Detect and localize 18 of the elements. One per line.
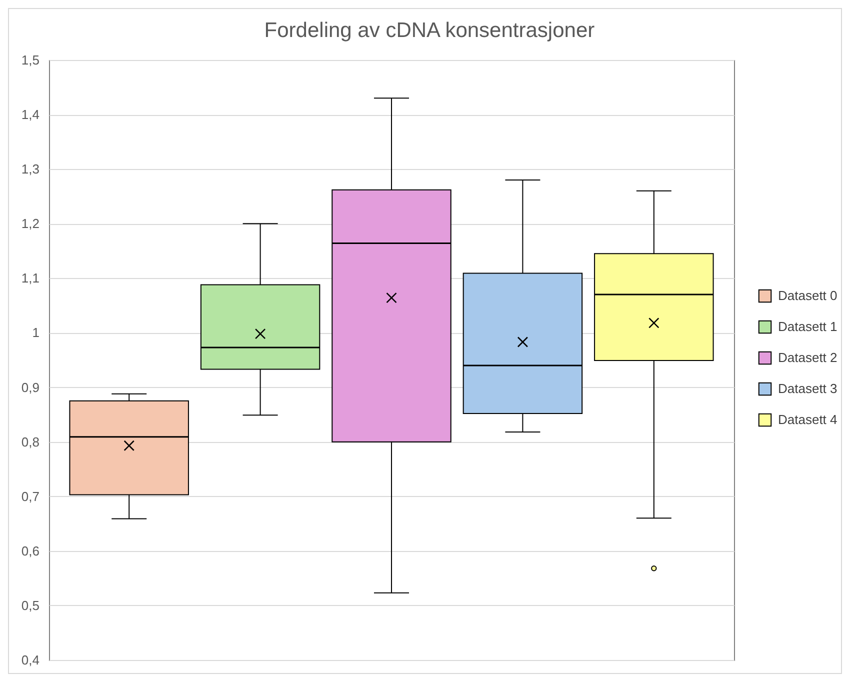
y-tick-label: 1,4 — [21, 107, 40, 122]
y-tick-label: 0,8 — [21, 434, 40, 450]
y-tick-label: 1,5 — [21, 52, 40, 68]
y-tick-label: 0,6 — [21, 543, 40, 558]
y-tick-label: 1,2 — [21, 216, 40, 232]
legend-label: Datasett 4 — [778, 412, 838, 427]
legend-label: Datasett 1 — [778, 319, 838, 334]
y-tick-label: 1,1 — [21, 270, 40, 286]
y-tick-label: 1,3 — [21, 162, 40, 177]
legend-label: Datasett 3 — [778, 381, 838, 396]
legend-label: Datasett 0 — [778, 288, 838, 303]
y-tick-label: 0,4 — [21, 652, 40, 668]
chart-title: Fordeling av cDNA konsentrasjoner — [264, 19, 595, 42]
y-tick-label: 0,7 — [21, 488, 40, 504]
legend-label: Datasett 2 — [778, 350, 838, 365]
y-tick-label: 0,5 — [21, 598, 40, 613]
y-tick-label: 0,9 — [21, 380, 40, 395]
y-tick-label: 1 — [32, 325, 40, 340]
